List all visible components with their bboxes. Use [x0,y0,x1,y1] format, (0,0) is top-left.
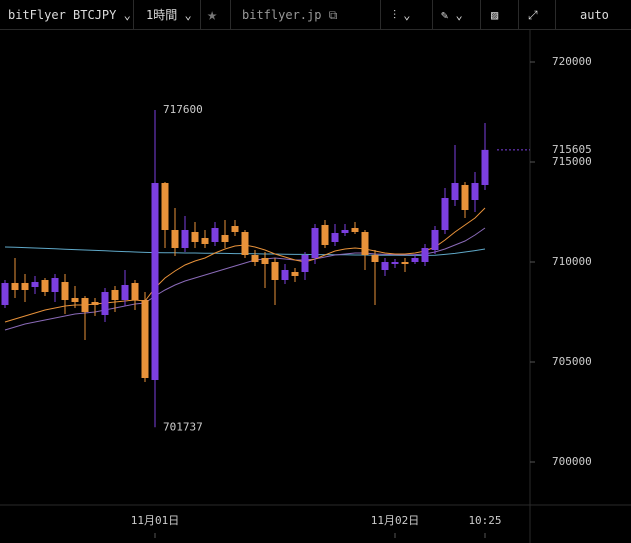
fullscreen-button[interactable]: ⤢ [528,8,538,22]
candle-body [391,262,399,264]
candle-body [221,235,229,242]
candle-body [411,258,419,262]
candle-body [201,238,209,244]
candle-body [151,183,159,380]
separator [518,0,519,30]
candle-body [321,225,329,245]
separator [555,0,556,30]
separator [133,0,134,30]
separator [432,0,433,30]
candle-body [421,248,429,262]
x-tick-label: 10:25 [468,514,501,527]
candle-body [401,262,409,264]
site: bitflyer.jp [242,8,322,22]
candle-body [191,232,199,242]
separator [480,0,481,30]
high-label: 717600 [163,103,203,116]
separator [200,0,201,30]
candle-body [481,149,489,185]
candle-body [11,283,19,290]
candle-body [351,228,359,232]
candle-body [181,230,189,248]
scale-button[interactable]: auto [580,0,609,30]
separator [380,0,381,30]
drawing-tool-button[interactable]: ✎ ⌄ [441,8,463,22]
x-tick-label: 11月02日 [371,514,420,527]
candle-body [121,285,129,300]
candle-body [61,282,69,300]
candle-body [51,278,59,292]
candle-body [231,226,239,232]
candle-body [281,270,289,280]
interval: 1時間 [146,8,178,22]
candle-body [371,255,379,262]
y-tick-label: 705000 [552,355,592,368]
indicator-button[interactable]: ▨ [491,8,499,22]
toolbar: bitFlyer BTCJPY ⌄ 1時間 ⌄ ★ bitflyer.jp ⧉ … [0,0,631,30]
low-label: 701737 [163,420,203,433]
candle-body [431,230,439,250]
candle-body [31,282,39,287]
candle-body [331,233,339,242]
separator [230,0,231,30]
moving-average-line [4,207,486,323]
candle-body [91,302,99,305]
last-price-label: 715605 [552,143,592,156]
chart-type-button[interactable]: ⫶ ⌄ [393,8,411,22]
favorite-star[interactable]: ★ [207,5,218,25]
candle-body [311,228,319,258]
candle-body [1,283,9,305]
symbol: bitFlyer BTCJPY [8,8,117,22]
scale: auto [580,8,609,22]
candle-body [21,283,29,290]
candle-body [211,228,219,242]
candle-body [441,198,449,230]
candle-body [241,232,249,255]
symbol-selector[interactable]: bitFlyer BTCJPY ⌄ [8,8,131,22]
candle-body [291,272,299,276]
chart: 700000 705000 710000 715000 720000 11月01日 11月0… [0,30,631,543]
interval-selector[interactable]: 1時間 ⌄ [146,8,192,22]
candle-body [461,185,469,210]
candle-body [251,255,259,262]
candle-body [101,292,109,315]
x-tick-label: 11月01日 [131,514,180,527]
y-tick-label: 720000 [552,55,592,68]
candle-body [41,280,49,292]
candle-body [141,300,149,378]
candle-body [301,255,309,272]
candle-body [361,232,369,255]
candle-body [71,298,79,302]
y-tick-label: 700000 [552,455,592,468]
candle-body [271,262,279,280]
candle-body [341,230,349,233]
candle-body [261,258,269,264]
site-link[interactable]: bitflyer.jp ⧉ [242,8,338,22]
candle-body [471,183,479,200]
candle-body [171,230,179,248]
candle-body [111,290,119,300]
y-tick-label: 715000 [552,155,592,168]
candle-body [131,283,139,300]
candle-body [451,183,459,200]
y-tick-label: 710000 [552,255,592,268]
candle-body [381,262,389,270]
candle-body [161,183,169,230]
candle-body [81,298,89,312]
